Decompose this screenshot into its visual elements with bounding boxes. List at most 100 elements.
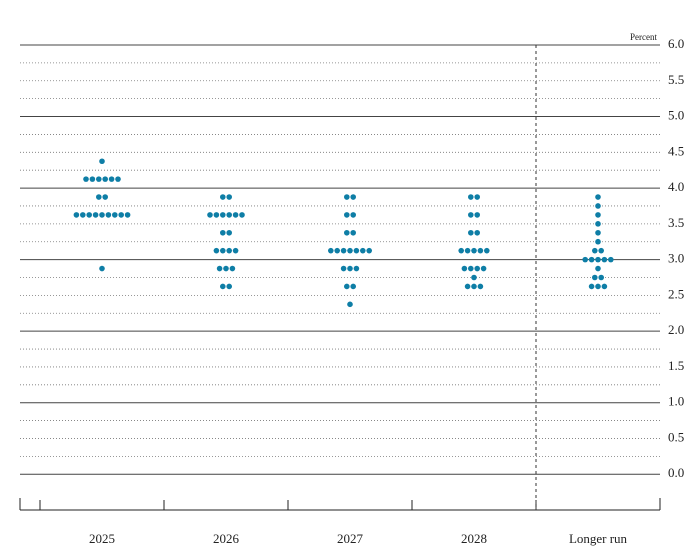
y-tick-label: 5.0 — [668, 108, 684, 123]
dot — [595, 229, 601, 236]
dot — [366, 247, 373, 254]
y-tick-label: 0.0 — [668, 465, 684, 480]
y-tick-label: 1.0 — [668, 394, 684, 409]
y-tick-label: 4.5 — [668, 143, 684, 158]
dot — [344, 212, 350, 218]
dot — [99, 265, 105, 272]
dot — [464, 247, 471, 254]
dot — [226, 229, 232, 236]
dot — [477, 247, 484, 254]
dot — [477, 283, 484, 290]
dot — [226, 212, 232, 218]
dot — [464, 283, 471, 290]
dot — [350, 229, 357, 236]
dot — [468, 212, 474, 218]
dot — [360, 247, 366, 254]
dot — [588, 256, 595, 263]
dot — [112, 212, 118, 218]
dot — [601, 283, 608, 290]
dot — [334, 247, 341, 254]
dot — [92, 212, 99, 218]
dot — [86, 212, 92, 218]
dot — [229, 265, 236, 272]
dot — [226, 194, 232, 200]
dot — [328, 247, 334, 254]
dot — [216, 265, 223, 272]
x-tick-label: Longer run — [569, 531, 628, 546]
dot — [480, 265, 487, 272]
dot — [595, 203, 601, 209]
dot — [213, 247, 220, 254]
dot — [595, 265, 601, 272]
dot — [220, 194, 226, 200]
dot — [608, 256, 614, 263]
dot — [353, 247, 360, 254]
dot — [239, 212, 245, 218]
dot — [347, 247, 353, 254]
dot — [595, 221, 601, 227]
dot — [592, 274, 598, 281]
dot — [347, 265, 353, 272]
dot — [232, 247, 239, 254]
y-axis-label: Percent — [630, 32, 657, 42]
dot — [595, 283, 601, 290]
dot — [471, 274, 477, 281]
dot — [344, 229, 350, 236]
dot — [226, 283, 232, 290]
dot — [582, 256, 588, 263]
dot — [220, 229, 226, 236]
dot — [80, 212, 86, 218]
x-tick-label: 2025 — [89, 531, 115, 546]
dot — [601, 256, 608, 263]
y-tick-label: 3.5 — [668, 215, 684, 230]
dot — [102, 194, 108, 200]
y-tick-label: 1.5 — [668, 358, 684, 373]
dot — [474, 194, 481, 200]
dot — [96, 194, 102, 200]
dot — [213, 212, 220, 218]
dot — [89, 176, 96, 182]
dot — [340, 247, 347, 254]
dot — [118, 212, 124, 218]
dot — [232, 212, 239, 218]
dot — [598, 247, 604, 254]
dot — [220, 283, 226, 290]
dot — [461, 265, 468, 272]
dot — [83, 176, 89, 182]
dot — [124, 212, 131, 218]
x-tick-label: 2027 — [337, 531, 364, 546]
dot — [598, 274, 604, 281]
dot — [226, 247, 232, 254]
dot — [220, 212, 226, 218]
dot — [102, 176, 108, 182]
dot — [474, 229, 481, 236]
y-tick-label: 2.0 — [668, 322, 684, 337]
dot — [471, 283, 477, 290]
dot — [353, 265, 360, 272]
dot — [595, 212, 601, 218]
dot — [108, 176, 115, 182]
y-tick-label: 4.0 — [668, 179, 684, 194]
dot — [595, 194, 601, 200]
x-tick-label: 2028 — [461, 531, 487, 546]
dot — [595, 238, 601, 245]
dot — [115, 176, 121, 182]
dot — [471, 247, 477, 254]
dot — [223, 265, 229, 272]
dot — [344, 194, 350, 200]
dot — [105, 212, 112, 218]
dot — [207, 212, 213, 218]
x-tick-label: 2026 — [213, 531, 240, 546]
dot — [595, 256, 601, 263]
dot — [588, 283, 595, 290]
y-tick-label: 0.5 — [668, 429, 684, 444]
y-tick-label: 6.0 — [668, 36, 684, 51]
dot — [458, 247, 465, 254]
dot — [592, 247, 598, 254]
dot — [350, 283, 357, 290]
dot — [468, 229, 474, 236]
dot — [468, 194, 474, 200]
dot — [474, 212, 481, 218]
dot — [220, 247, 226, 254]
dot — [99, 212, 105, 218]
